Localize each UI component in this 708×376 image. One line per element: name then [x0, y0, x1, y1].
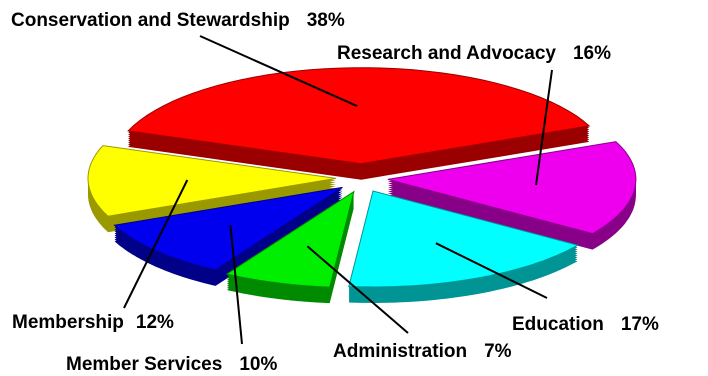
label-member-services: Member Services 10%	[66, 354, 277, 375]
leader-line-member-services	[229, 225, 243, 345]
leader-line-membership	[123, 179, 189, 309]
slice-research-and-advocacy	[387, 141, 637, 235]
label-conservation-and-stewardship: Conservation and Stewardship 38%	[11, 10, 345, 31]
label-research-and-advocacy: Research and Advocacy 16%	[337, 43, 611, 64]
slice-member-services	[113, 186, 343, 271]
leader-line-conservation-and-stewardship	[199, 35, 358, 108]
slice-administration	[225, 190, 355, 288]
leader-line-education	[435, 242, 548, 299]
slice-membership	[87, 145, 337, 217]
slice-tops	[87, 67, 637, 288]
slice-conservation-and-stewardship	[127, 67, 591, 165]
slice-education	[348, 190, 579, 288]
leader-lines	[123, 35, 553, 345]
leader-line-administration	[306, 245, 409, 334]
leader-line-research-and-advocacy	[535, 69, 553, 186]
label-education: Education 17%	[512, 314, 659, 335]
label-membership: Membership 12%	[12, 312, 174, 333]
label-administration: Administration 7%	[333, 341, 512, 362]
